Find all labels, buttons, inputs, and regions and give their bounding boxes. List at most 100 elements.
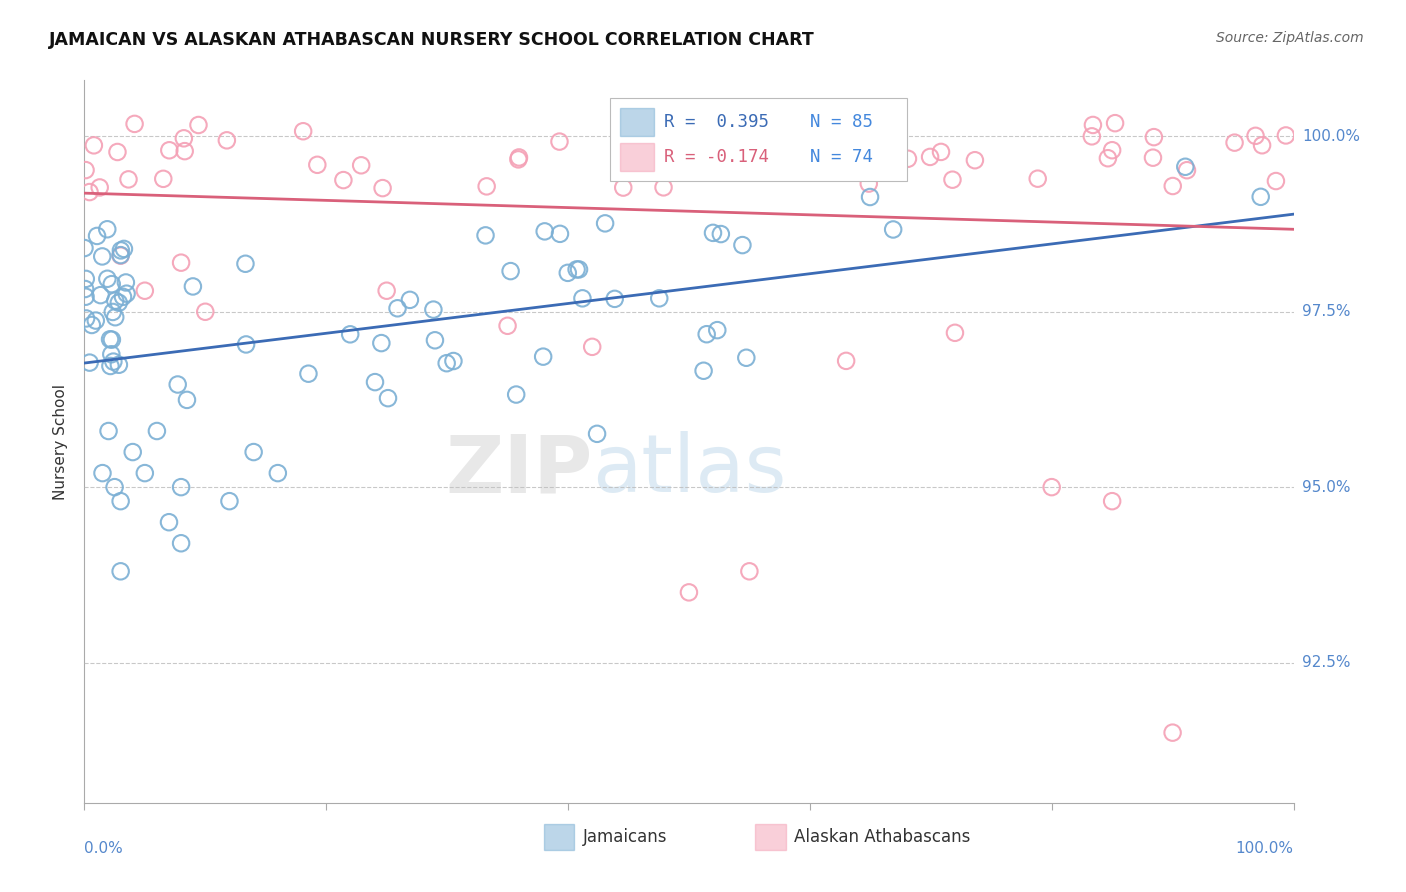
Point [100, 359, 122, 373]
Point [134, 284, 156, 298]
Point [1097, 151, 1119, 165]
Point [115, 276, 138, 290]
Point [377, 391, 399, 405]
Point [307, 158, 329, 172]
Bar [620, 109, 654, 136]
Point [920, 150, 942, 164]
Point [83, 138, 105, 153]
Point [1250, 190, 1272, 204]
Text: Jamaicans: Jamaicans [582, 829, 666, 847]
Point [75, 163, 97, 178]
Point [91, 466, 114, 480]
Point [170, 536, 193, 550]
Point [531, 350, 554, 364]
Point [170, 255, 193, 269]
Point [117, 172, 139, 186]
Point [706, 323, 728, 337]
Point [242, 445, 264, 459]
Point [475, 179, 498, 194]
Point [963, 153, 986, 168]
Point [1174, 160, 1197, 174]
Point [702, 226, 724, 240]
Point [73, 241, 96, 255]
Point [1251, 138, 1274, 153]
Point [399, 293, 422, 307]
Point [375, 284, 398, 298]
Text: 95.0%: 95.0% [1302, 480, 1350, 495]
Point [496, 318, 519, 333]
Point [339, 327, 361, 342]
Point [112, 242, 135, 256]
Point [731, 238, 754, 252]
Point [652, 180, 675, 194]
Point [235, 257, 257, 271]
Point [499, 264, 522, 278]
Point [107, 295, 129, 310]
Point [548, 227, 571, 241]
Text: 92.5%: 92.5% [1302, 655, 1350, 670]
Point [152, 171, 174, 186]
Point [593, 216, 616, 230]
Point [692, 364, 714, 378]
Point [710, 227, 733, 241]
Point [581, 340, 603, 354]
Point [332, 173, 354, 187]
Point [533, 224, 555, 238]
Point [75, 272, 97, 286]
Point [101, 305, 124, 319]
Point [79, 356, 101, 370]
Point [79, 185, 101, 199]
Point [1223, 136, 1246, 150]
Text: 0.0%: 0.0% [84, 841, 124, 856]
Text: N = 74: N = 74 [810, 148, 873, 166]
Point [121, 445, 143, 459]
Text: 100.0%: 100.0% [1302, 129, 1360, 144]
Point [738, 564, 761, 578]
Point [86, 229, 108, 244]
Point [108, 358, 131, 372]
Point [835, 354, 858, 368]
Point [897, 152, 920, 166]
Point [110, 249, 132, 263]
Point [422, 302, 444, 317]
Point [297, 367, 319, 381]
Point [91, 249, 114, 263]
Point [96, 222, 118, 236]
Point [882, 222, 904, 236]
Point [423, 333, 446, 347]
Point [565, 262, 588, 277]
Point [215, 133, 238, 147]
Point [100, 277, 122, 292]
Point [292, 124, 315, 138]
FancyBboxPatch shape [610, 98, 907, 181]
Point [859, 190, 882, 204]
Point [146, 424, 169, 438]
Point [648, 291, 671, 305]
Point [176, 392, 198, 407]
Text: JAMAICAN VS ALASKAN ATHABASCAN NURSERY SCHOOL CORRELATION CHART: JAMAICAN VS ALASKAN ATHABASCAN NURSERY S… [49, 31, 815, 49]
Point [134, 466, 156, 480]
Text: R =  0.395: R = 0.395 [664, 113, 769, 131]
Point [823, 124, 845, 138]
Point [929, 145, 952, 159]
Text: N = 85: N = 85 [810, 113, 873, 131]
Text: ZIP: ZIP [444, 432, 592, 509]
Text: R = -0.174: R = -0.174 [664, 148, 769, 166]
Point [370, 336, 392, 351]
Point [173, 144, 195, 158]
Point [1026, 171, 1049, 186]
Point [80, 318, 103, 332]
Point [571, 291, 593, 305]
Point [1142, 151, 1164, 165]
Point [157, 515, 180, 529]
Bar [544, 824, 574, 850]
Point [735, 351, 758, 365]
Point [84, 313, 107, 327]
Point [90, 288, 112, 302]
Point [235, 337, 257, 351]
Point [73, 282, 96, 296]
Point [1101, 494, 1123, 508]
Point [1104, 116, 1126, 130]
Point [436, 356, 458, 370]
Point [75, 311, 97, 326]
